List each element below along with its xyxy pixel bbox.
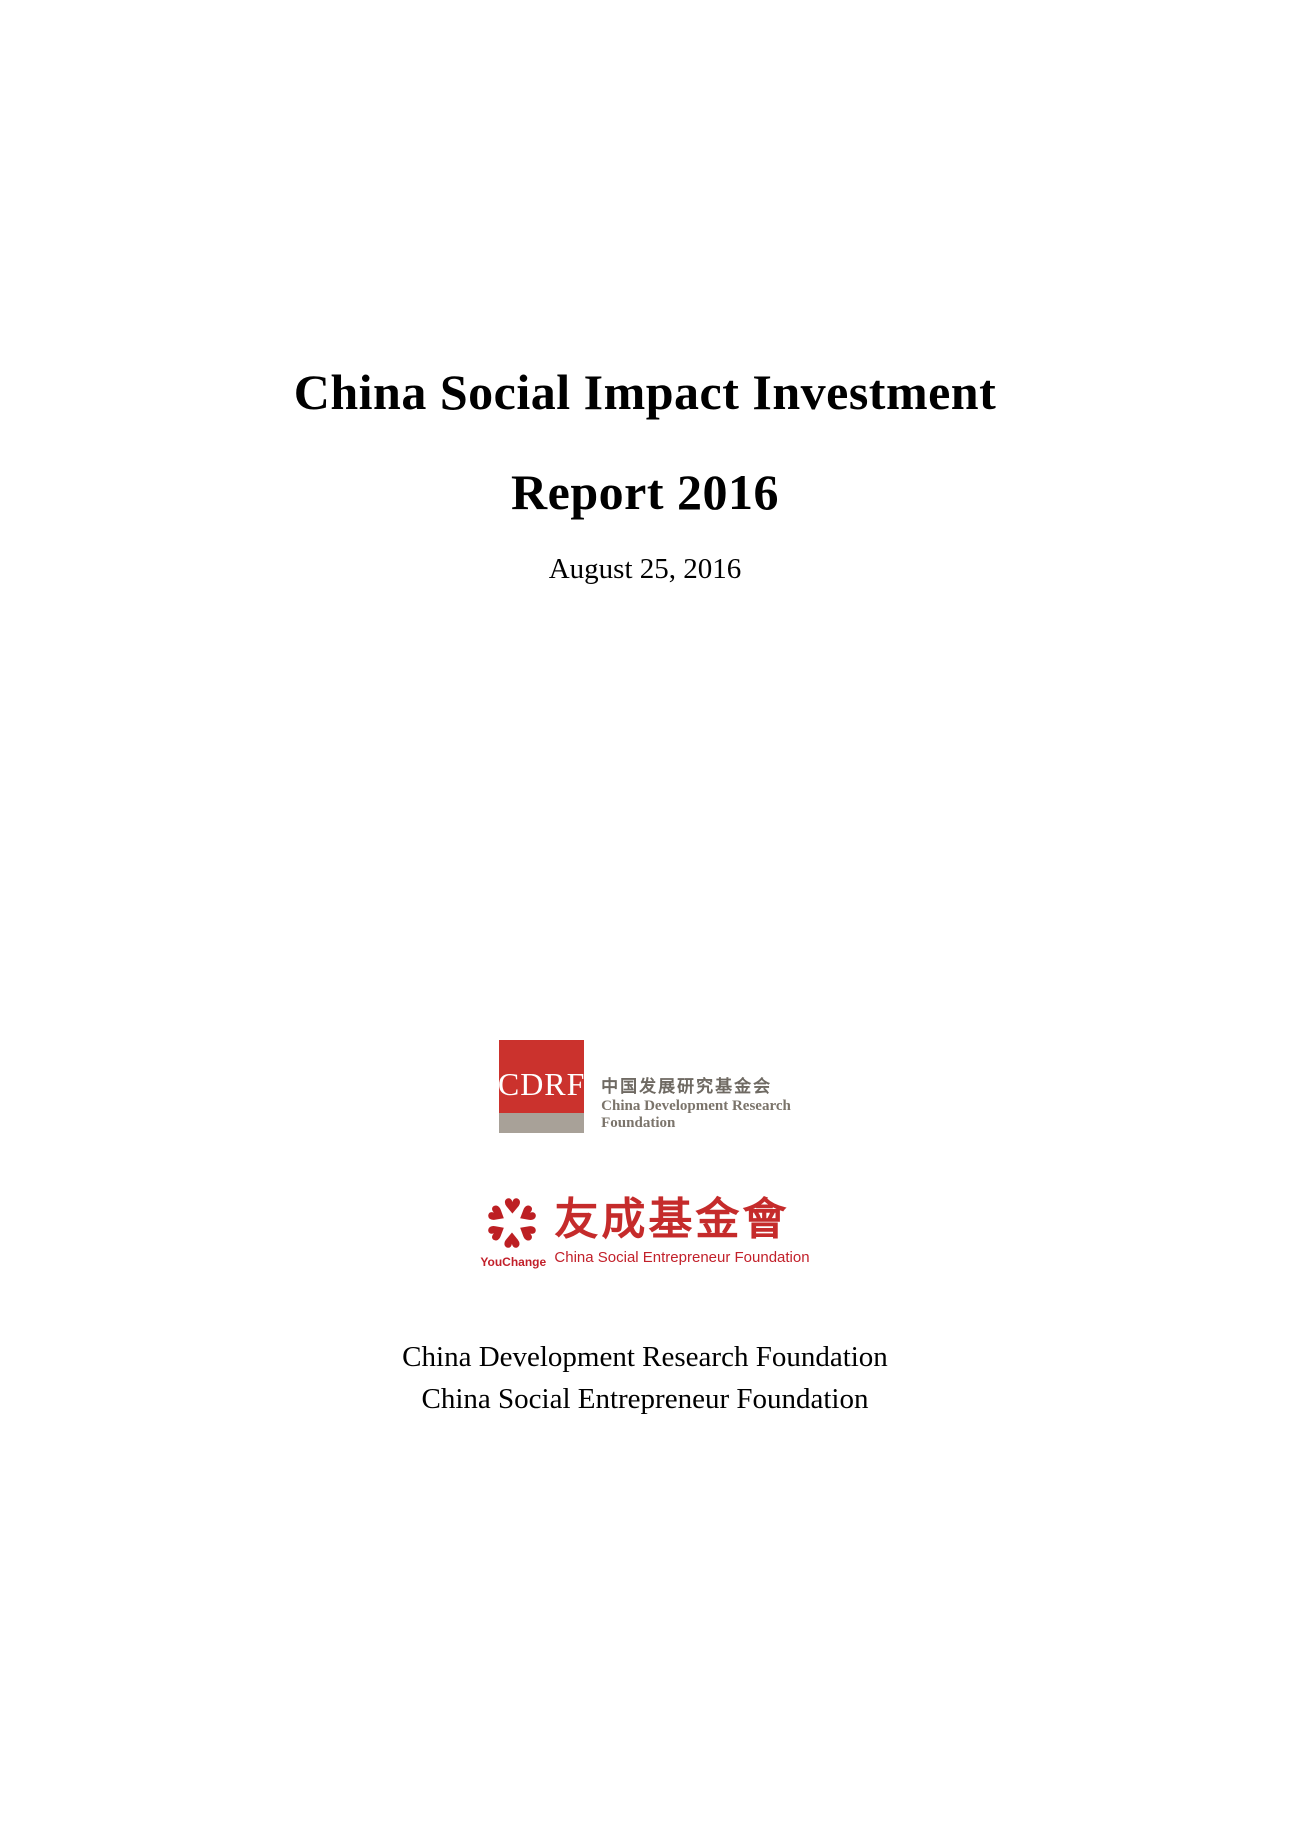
cdrf-chinese-name: 中国发展研究基金会 [601, 1077, 773, 1096]
youchange-brand-name: YouChange [480, 1255, 547, 1269]
youchange-chinese-name: 友成基金會 [554, 1195, 790, 1244]
report-title-line-2: Report 2016 [511, 464, 779, 520]
cdrf-logo-mark: CDRF [497, 1040, 586, 1133]
heart-icon: ♥ [502, 1194, 522, 1219]
youchange-emblem-block: ♥ ♥ ♥ ♥ ♥ ♥ YouChange [480, 1194, 547, 1269]
youchange-logo: ♥ ♥ ♥ ♥ ♥ ♥ YouChange 友成基金會 China Social… [0, 1194, 1290, 1270]
cdrf-gray-bar [499, 1113, 585, 1133]
publisher-name-csef: China Social Entrepreneur Foundation [421, 1383, 869, 1415]
publisher-name-cdrf: China Development Research Foundation [402, 1341, 888, 1373]
youchange-english-name: China Social Entrepreneur Foundation [554, 1249, 810, 1266]
publisher-names: China Development Research Foundation Ch… [0, 1336, 1290, 1420]
youchange-logo-text: 友成基金會 China Social Entrepreneur Foundati… [554, 1196, 809, 1266]
cdrf-acronym: CDRF [497, 1065, 586, 1102]
report-title-line-1: China Social Impact Investment [293, 364, 997, 420]
cdrf-logo-text: 中国发展研究基金会 China Development Research Fou… [601, 1076, 791, 1133]
report-date: August 25, 2016 [548, 553, 742, 585]
youchange-hearts-ring-icon: ♥ ♥ ♥ ♥ ♥ ♥ [483, 1194, 542, 1252]
cdrf-red-square-icon: CDRF [497, 1040, 586, 1113]
cdrf-english-name-line-1: China Development Research [601, 1098, 791, 1114]
cdrf-english-name-line-2: Foundation [601, 1115, 676, 1131]
cdrf-logo: CDRF 中国发展研究基金会 China Development Researc… [0, 1040, 1290, 1133]
